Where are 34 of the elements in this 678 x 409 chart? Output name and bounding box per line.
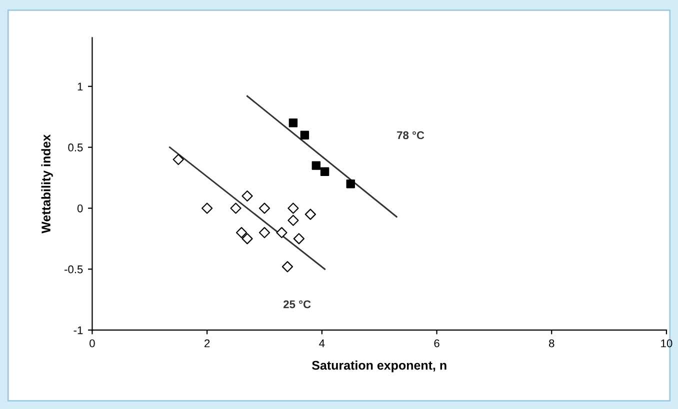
x-axis-title: Saturation exponent, n — [312, 360, 446, 372]
x-tick-label: 8 — [549, 339, 554, 348]
point — [304, 208, 316, 220]
x-tick-label: 6 — [434, 339, 440, 348]
annotation: 78 °C — [397, 131, 424, 140]
point — [230, 202, 242, 214]
point — [346, 179, 355, 188]
point — [258, 202, 270, 214]
x-tick-label: 10 — [661, 339, 672, 348]
point — [312, 161, 321, 170]
y-tick-label: -0.5 — [64, 265, 83, 274]
annotation: 25 °C — [284, 300, 311, 308]
x-tick-label: 4 — [319, 340, 325, 348]
point — [320, 167, 330, 176]
y-tick-label: 0 — [77, 204, 83, 212]
point — [288, 118, 298, 128]
y-tick-label: 0.5 — [68, 144, 83, 152]
x-tick-label: 0 — [90, 339, 95, 348]
point — [236, 227, 248, 238]
point — [288, 202, 299, 214]
y-tick-label: 1 — [78, 82, 83, 90]
y-axis-title: Wettability index — [41, 134, 53, 234]
point — [282, 261, 294, 272]
point — [242, 233, 253, 244]
point — [202, 202, 213, 214]
y-tick-label: -1 — [74, 326, 83, 334]
point — [288, 214, 299, 226]
x-tick-label: 2 — [204, 339, 210, 348]
point — [172, 154, 184, 166]
point — [293, 233, 305, 244]
point — [276, 227, 288, 238]
point — [258, 227, 270, 238]
point — [300, 130, 310, 140]
point — [242, 190, 253, 202]
